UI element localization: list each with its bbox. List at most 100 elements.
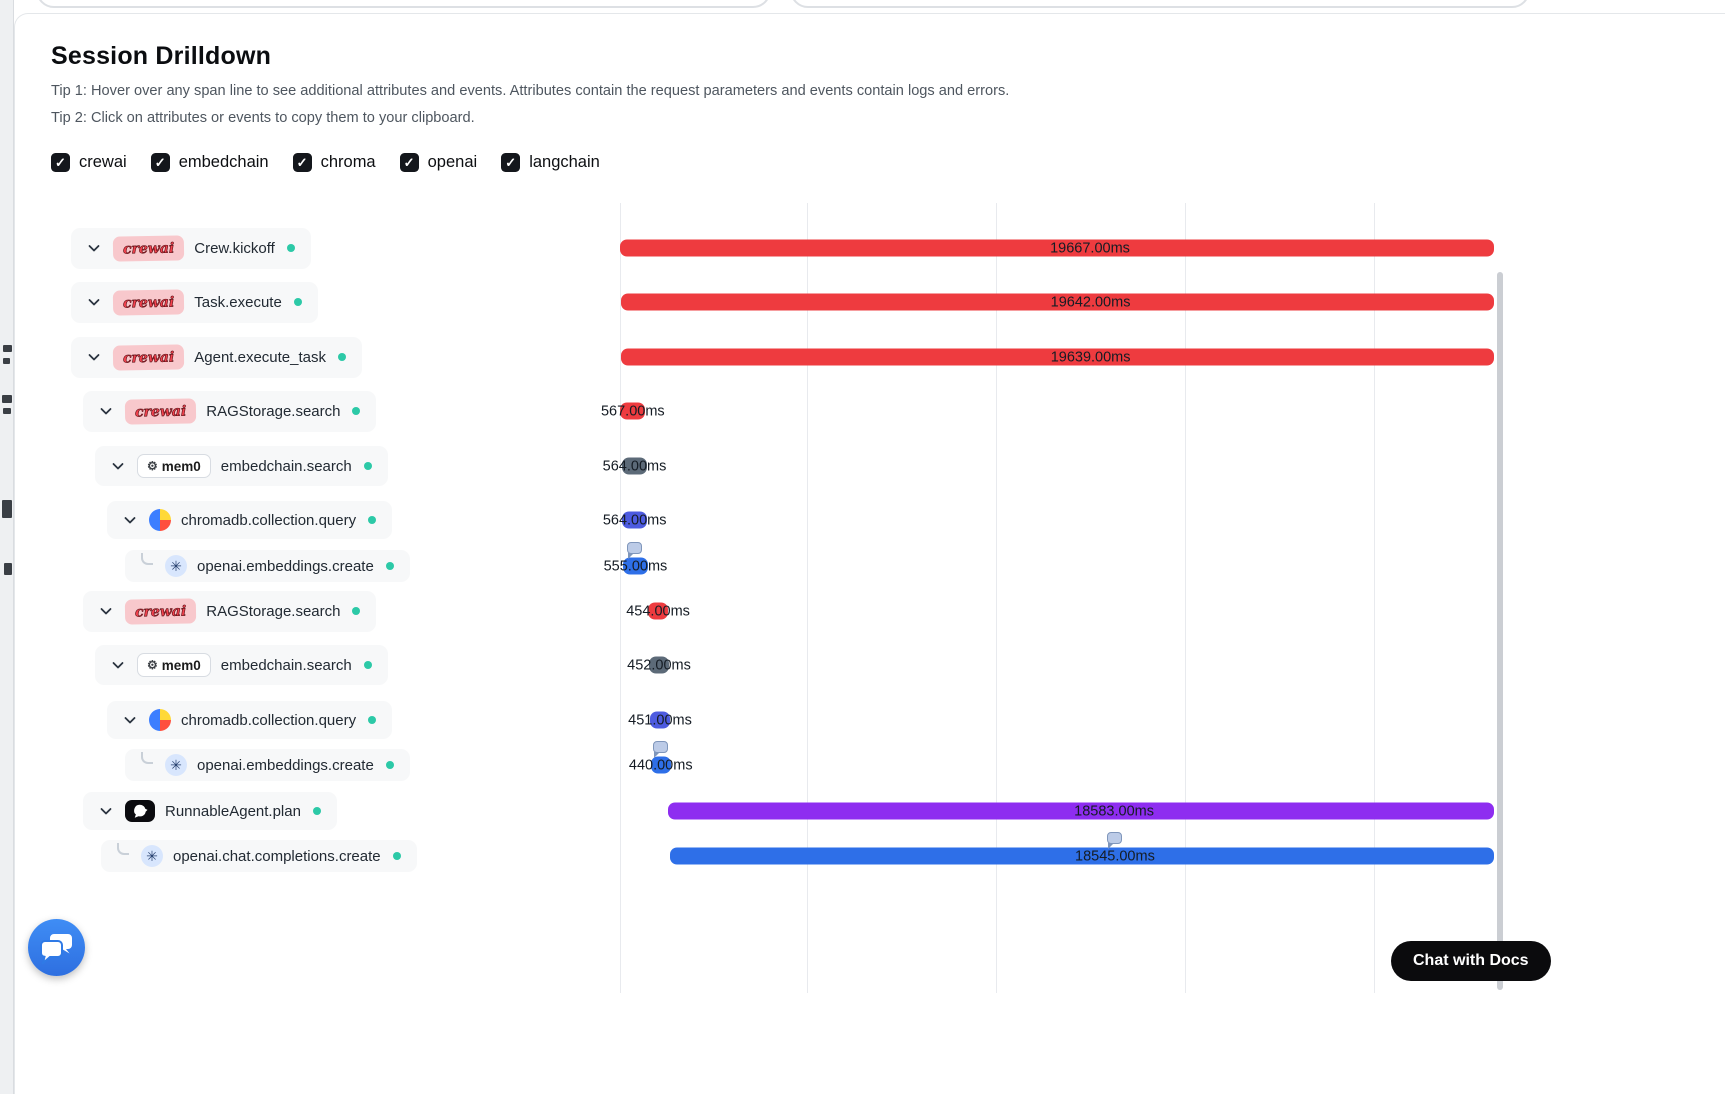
clipped-text-fragment bbox=[3, 408, 11, 414]
span-name: RAGStorage.search bbox=[206, 402, 341, 420]
crewai-logo: crewai bbox=[124, 597, 197, 625]
span-status-dot bbox=[338, 353, 347, 361]
span-status-dot bbox=[385, 761, 394, 769]
event-bubble-icon[interactable] bbox=[1106, 832, 1122, 849]
span-duration: 555.00ms bbox=[603, 558, 668, 574]
span-status-dot bbox=[368, 716, 377, 724]
span-status-dot bbox=[385, 562, 394, 570]
chevron-down-icon[interactable] bbox=[97, 602, 115, 620]
span-label-group[interactable]: crewai Task.execute bbox=[71, 281, 318, 323]
span-label-group[interactable]: ✳ openai.embeddings.create bbox=[125, 749, 410, 781]
span-label-group[interactable]: RunnableAgent.plan bbox=[83, 792, 337, 830]
span-bar[interactable]: 452.00ms bbox=[627, 656, 691, 674]
crewai-logo: crewai bbox=[112, 288, 185, 316]
background-page-strip bbox=[0, 0, 14, 1094]
elbow-connector-icon bbox=[141, 553, 153, 565]
trace-row: chromadb.collection.query 451.00ms bbox=[0, 693, 1509, 747]
clipped-text-fragment bbox=[2, 395, 12, 403]
span-status-dot bbox=[286, 244, 295, 252]
span-label-group[interactable]: chromadb.collection.query bbox=[107, 701, 393, 739]
vertical-scrollbar[interactable] bbox=[1497, 272, 1503, 990]
chevron-down-icon[interactable] bbox=[97, 802, 115, 820]
span-duration: 564.00ms bbox=[602, 512, 667, 528]
chevron-down-icon[interactable] bbox=[85, 348, 103, 366]
filter-label: crewai bbox=[79, 153, 127, 171]
filter-langchain[interactable]: langchain bbox=[501, 153, 600, 172]
span-bar[interactable]: 451.00ms bbox=[628, 711, 692, 729]
span-bar[interactable]: 454.00ms bbox=[626, 602, 690, 620]
span-name: embedchain.search bbox=[220, 656, 352, 674]
clipped-text-fragment bbox=[3, 345, 12, 352]
tip-1: Tip 1: Hover over any span line to see a… bbox=[51, 83, 1010, 99]
openai-logo: ✳ bbox=[165, 754, 187, 776]
span-name: openai.chat.completions.create bbox=[173, 847, 381, 865]
chevron-down-icon[interactable] bbox=[85, 293, 103, 311]
span-duration: 19667.00ms bbox=[1050, 240, 1130, 256]
mem0-logo: ⚙ mem0 bbox=[137, 454, 211, 478]
span-name: Task.execute bbox=[194, 293, 282, 311]
span-status-dot bbox=[368, 516, 377, 524]
span-duration: 440.00ms bbox=[628, 757, 693, 773]
checkbox-icon[interactable] bbox=[501, 153, 521, 172]
filter-chroma[interactable]: chroma bbox=[292, 153, 376, 172]
span-label-group[interactable]: crewai Crew.kickoff bbox=[71, 227, 311, 269]
span-label-group[interactable]: crewai RAGStorage.search bbox=[83, 390, 377, 432]
span-name: Crew.kickoff bbox=[194, 239, 275, 257]
span-bar[interactable]: 567.00ms bbox=[601, 402, 665, 420]
clipped-text-fragment bbox=[2, 500, 12, 518]
span-duration: 19642.00ms bbox=[1050, 294, 1131, 310]
chevron-down-icon[interactable] bbox=[121, 511, 139, 529]
span-bar[interactable]: 19642.00ms bbox=[621, 293, 1494, 311]
checkbox-icon[interactable] bbox=[399, 153, 419, 172]
trace-row: crewai Crew.kickoff 19667.00ms bbox=[0, 221, 1509, 275]
checkbox-icon[interactable] bbox=[150, 153, 170, 172]
trace-row: ⚙ mem0 embedchain.search 452.00ms bbox=[0, 638, 1509, 692]
span-status-dot bbox=[363, 661, 372, 669]
span-label-group[interactable]: crewai RAGStorage.search bbox=[83, 590, 377, 632]
span-label-group[interactable]: crewai Agent.execute_task bbox=[71, 336, 363, 378]
page-title: Session Drilldown bbox=[51, 42, 272, 70]
span-label-group[interactable]: ⚙ mem0 embedchain.search bbox=[95, 645, 388, 685]
span-bar[interactable]: 18583.00ms bbox=[668, 802, 1494, 820]
crewai-logo: crewai bbox=[112, 343, 185, 371]
chroma-logo bbox=[149, 509, 171, 531]
mem0-label: mem0 bbox=[161, 657, 201, 673]
span-status-dot bbox=[312, 807, 321, 815]
checkbox-icon[interactable] bbox=[292, 153, 312, 172]
filter-crewai[interactable]: crewai bbox=[51, 153, 127, 172]
span-bar[interactable]: 440.00ms bbox=[629, 756, 693, 774]
span-bar[interactable]: 564.00ms bbox=[603, 511, 667, 529]
span-duration: 19639.00ms bbox=[1050, 349, 1131, 365]
chat-with-docs-button[interactable]: Chat with Docs bbox=[1391, 941, 1551, 981]
event-bubble-icon[interactable] bbox=[627, 542, 643, 559]
span-label-group[interactable]: chromadb.collection.query bbox=[107, 501, 393, 539]
trace-row: ⚙ mem0 embedchain.search 564.00ms bbox=[0, 439, 1509, 493]
openai-logo: ✳ bbox=[165, 555, 187, 577]
span-label-group[interactable]: ✳ openai.chat.completions.create bbox=[101, 840, 417, 872]
span-bar[interactable]: 564.00ms bbox=[603, 457, 666, 475]
chevron-down-icon[interactable] bbox=[109, 457, 127, 475]
filter-label: langchain bbox=[529, 153, 600, 171]
span-label-group[interactable]: ✳ openai.embeddings.create bbox=[125, 550, 410, 582]
span-bar[interactable]: 19639.00ms bbox=[621, 348, 1494, 366]
chat-widget-button[interactable] bbox=[28, 919, 85, 976]
chevron-down-icon[interactable] bbox=[85, 239, 103, 257]
span-bar[interactable]: 18545.00ms bbox=[669, 847, 1494, 865]
gridline bbox=[996, 203, 997, 993]
span-duration: 564.00ms bbox=[602, 458, 667, 474]
chevron-down-icon[interactable] bbox=[121, 711, 139, 729]
span-bar[interactable]: 555.00ms bbox=[604, 557, 667, 575]
span-duration: 452.00ms bbox=[627, 657, 691, 673]
trace-row: crewai RAGStorage.search 567.00ms bbox=[0, 384, 1509, 438]
span-bar[interactable]: 19667.00ms bbox=[620, 239, 1494, 257]
span-duration: 451.00ms bbox=[628, 712, 692, 728]
filter-embedchain[interactable]: embedchain bbox=[150, 153, 269, 172]
filter-openai[interactable]: openai bbox=[399, 153, 477, 172]
checkbox-icon[interactable] bbox=[51, 153, 70, 172]
chevron-down-icon[interactable] bbox=[97, 402, 115, 420]
elbow-connector-icon bbox=[141, 752, 153, 764]
chevron-down-icon[interactable] bbox=[109, 656, 127, 674]
event-bubble-icon[interactable] bbox=[652, 741, 668, 758]
span-label-group[interactable]: ⚙ mem0 embedchain.search bbox=[95, 446, 388, 486]
